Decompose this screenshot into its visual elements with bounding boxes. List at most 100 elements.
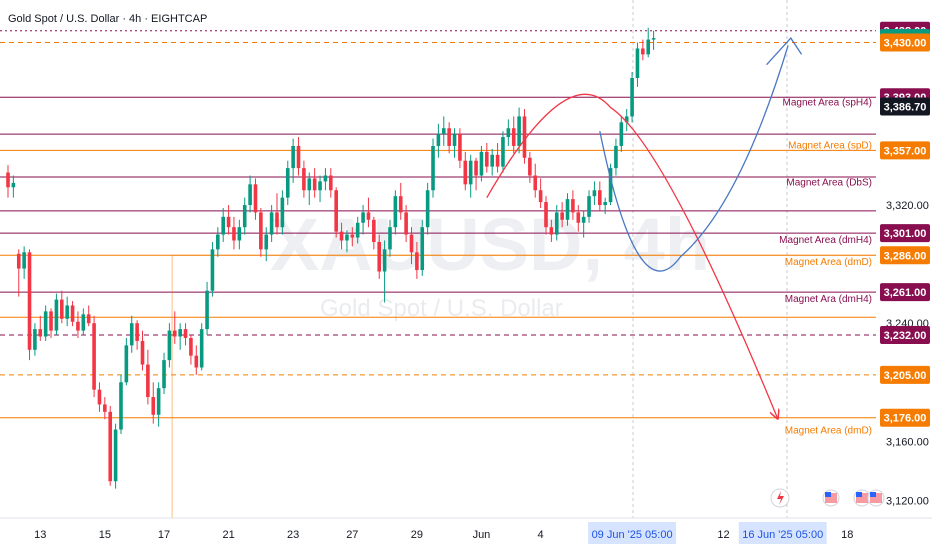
price-tag-label: 3,205.00 [884, 370, 927, 382]
candle-body [312, 178, 317, 191]
candle-body [603, 202, 607, 206]
x-tick-label: 4 [538, 529, 544, 541]
candle-body [361, 212, 365, 223]
candle-body [382, 249, 387, 272]
candle-body [388, 227, 392, 250]
event-icons[interactable] [770, 488, 885, 508]
candle-body [452, 134, 457, 146]
candle-body [16, 253, 21, 269]
lightning-icon [770, 488, 790, 508]
candle-body [581, 216, 586, 223]
candle-body [329, 175, 333, 191]
candle-body [162, 360, 166, 389]
candle-body [619, 122, 624, 146]
candle-body [216, 234, 220, 250]
zone-labels: Magnet Area (spH4) Magnet Area (spD) Magne… [779, 98, 872, 437]
price-tag [880, 408, 930, 427]
candle-body [285, 168, 290, 198]
y-tick-label: 3,120.00 [886, 495, 929, 507]
candle-body [458, 134, 462, 161]
us-flag-icon [867, 489, 885, 507]
price-tag-label: 3,286.00 [884, 250, 927, 262]
drawing-annotations [486, 37, 803, 418]
us-flag-icon [822, 489, 840, 507]
zone-label: Magnet Area (dmD) [785, 426, 872, 437]
candle-body [124, 345, 129, 383]
candle-body [355, 222, 360, 238]
x-tick-label: 27 [346, 529, 358, 541]
candle-body [129, 323, 134, 346]
cup-curve [599, 45, 789, 272]
candle-body [60, 299, 64, 319]
x-tick-label: Jun [473, 529, 491, 541]
candle-body [97, 389, 102, 405]
candle-body [522, 116, 527, 158]
candle-body [172, 330, 177, 337]
candle-body [463, 160, 468, 185]
candle-body [630, 77, 634, 117]
candle-body [490, 154, 494, 167]
candle-body [54, 299, 59, 331]
x-highlight [738, 522, 827, 544]
candle-body [140, 340, 145, 365]
candle-body [614, 145, 618, 169]
candle-body [237, 227, 242, 241]
candle-body [587, 196, 591, 217]
candle-body [156, 388, 161, 415]
watermark-name: Gold Spot / U.S. Dollar [320, 295, 563, 322]
candle-body [92, 323, 96, 390]
candle-body [242, 205, 247, 228]
candle-body [501, 137, 505, 167]
candle-body [189, 337, 193, 356]
zone-label: Magnet Area (dmD) [785, 257, 872, 268]
candle-body [49, 311, 53, 331]
x-tick-label: 18 [841, 529, 853, 541]
candle-body [275, 212, 279, 228]
price-tag-label: 3,357.00 [884, 145, 927, 157]
candle-body [226, 216, 231, 228]
price-tag-label: 3,232.00 [884, 330, 927, 342]
candle-body [33, 329, 37, 350]
candle-body [183, 329, 188, 338]
candle-body [538, 190, 543, 203]
candle-body [377, 241, 382, 272]
candle-body [38, 329, 43, 337]
candle-body [635, 48, 640, 78]
candle-body [27, 252, 32, 350]
candle-body [259, 212, 263, 250]
candle-body [194, 355, 199, 368]
price-tag [880, 283, 930, 302]
zone-label: Magnet Area (spD) [788, 140, 872, 151]
candle-body [624, 116, 629, 123]
candle-body [291, 145, 295, 169]
candle-body [474, 160, 478, 176]
candle-body [479, 151, 484, 176]
candle-body [86, 314, 91, 324]
candle-body [485, 151, 489, 167]
candle-body [146, 364, 150, 398]
range-box-edge [171, 254, 876, 518]
candle-body [447, 128, 451, 146]
candle-body [646, 39, 651, 55]
time-axis[interactable]: 13 15 17 21 23 27 29 Jun 4 12 18 09 Jun '25 05:00 16… [0, 517, 932, 544]
candle-body [468, 160, 473, 185]
candle-body [549, 227, 554, 235]
candle-body [221, 216, 225, 235]
price-tag [880, 141, 930, 160]
x-tick-label: 13 [34, 529, 46, 541]
candle-body [178, 329, 182, 337]
candle-body [560, 212, 564, 220]
candle-body [135, 323, 139, 341]
candle-body [302, 168, 306, 191]
candle-body [533, 175, 538, 191]
candle-body [307, 178, 312, 191]
candle-body [372, 219, 376, 242]
price-tag-label: 3,301.00 [884, 228, 927, 240]
x-tick-label: 21 [222, 529, 234, 541]
candle-body [113, 429, 118, 482]
candle-body [415, 252, 419, 271]
y-tick-label: 3,160.00 [886, 436, 929, 448]
zone-label: Magnet Area (DbS) [786, 177, 872, 188]
y-tick-label: 3,320.00 [886, 200, 929, 212]
